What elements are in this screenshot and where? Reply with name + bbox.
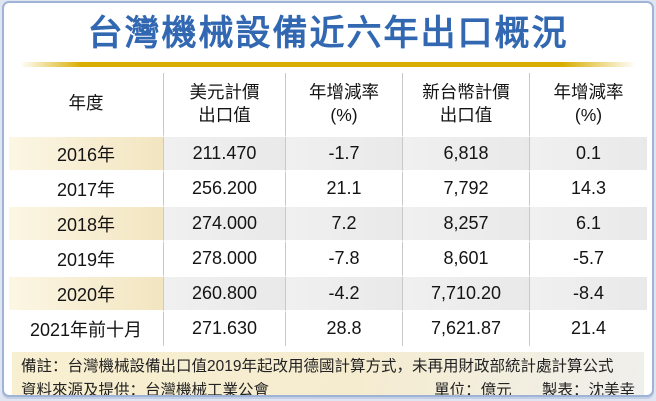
table-row-2017: 2017年 256.200 21.1 7,792 14.3 bbox=[9, 172, 647, 208]
usd-value-cell: 278.000 bbox=[163, 242, 285, 278]
usd-yoy-cell: -7.8 bbox=[285, 242, 402, 278]
ntd-value-cell: 7,710.20 bbox=[402, 277, 529, 313]
footer-notes: 備註：台灣機械設備出口值2019年起改用德國計算方式，未再用財政部統計處計算公式… bbox=[12, 352, 644, 397]
header-ntd-value: 新台幣計價 出口值 bbox=[402, 73, 529, 138]
year-cell: 2021年前十月 bbox=[9, 312, 163, 348]
year-cell: 2020年 bbox=[9, 277, 163, 313]
ntd-yoy-cell: 0.1 bbox=[529, 137, 647, 173]
unit-label: 單位：億元 bbox=[434, 381, 512, 397]
export-table: 年度 美元計價 出口值 年增減率 (%) 新台幣計價 出口值 年增減率 (%) bbox=[9, 73, 647, 348]
usd-value-cell: 271.630 bbox=[163, 312, 285, 348]
note-line: 備註：台灣機械設備出口值2019年起改用德國計算方式，未再用財政部統計處計算公式 bbox=[21, 358, 614, 376]
usd-yoy-cell: 7.2 bbox=[285, 207, 402, 243]
ntd-yoy-cell: 14.3 bbox=[529, 172, 647, 208]
ntd-yoy-cell: -5.7 bbox=[529, 242, 647, 278]
table-row-2016: 2016年 211.470 -1.7 6,818 0.1 bbox=[9, 137, 647, 173]
table-row-2018: 2018年 274.000 7.2 8,257 6.1 bbox=[9, 207, 647, 243]
ntd-yoy-cell: 6.1 bbox=[529, 207, 647, 243]
usd-value-cell: 211.470 bbox=[163, 137, 285, 173]
source-label: 資料來源及提供：台灣機械工業公會 bbox=[21, 381, 270, 397]
year-cell: 2018年 bbox=[9, 207, 163, 243]
page-title: 台灣機械設備近六年出口概況 bbox=[87, 14, 569, 53]
usd-value-cell: 260.800 bbox=[163, 277, 285, 313]
ntd-value-cell: 7,792 bbox=[402, 172, 529, 208]
usd-yoy-cell: 28.8 bbox=[285, 312, 402, 348]
ntd-value-cell: 6,818 bbox=[402, 137, 529, 173]
usd-yoy-cell: 21.1 bbox=[285, 172, 402, 208]
source-line: 資料來源及提供：台灣機械工業公會 單位：億元 製表：沈美幸 bbox=[21, 379, 635, 397]
table-header-row: 年度 美元計價 出口值 年增減率 (%) 新台幣計價 出口值 年增減率 (%) bbox=[9, 73, 647, 138]
author-label: 製表：沈美幸 bbox=[541, 381, 635, 397]
header-usd-yoy: 年增減率 (%) bbox=[285, 73, 402, 138]
ntd-value-cell: 8,257 bbox=[402, 207, 529, 243]
table-row-2020: 2020年 260.800 -4.2 7,710.20 -8.4 bbox=[9, 277, 647, 313]
usd-value-cell: 256.200 bbox=[163, 172, 285, 208]
year-cell: 2016年 bbox=[9, 137, 163, 173]
usd-yoy-cell: -1.7 bbox=[285, 137, 402, 173]
title-divider-line bbox=[20, 62, 636, 68]
usd-value-cell: 274.000 bbox=[163, 207, 285, 243]
ntd-value-cell: 7,621.87 bbox=[402, 312, 529, 348]
usd-yoy-cell: -4.2 bbox=[285, 277, 402, 313]
table-row-2019: 2019年 278.000 -7.8 8,601 -5.7 bbox=[9, 242, 647, 278]
ntd-yoy-cell: -8.4 bbox=[529, 277, 647, 313]
ntd-value-cell: 8,601 bbox=[402, 242, 529, 278]
table-row-2021: 2021年前十月 271.630 28.8 7,621.87 21.4 bbox=[9, 312, 647, 348]
header-year: 年度 bbox=[9, 73, 163, 138]
unit-author-group: 單位：億元 製表：沈美幸 bbox=[408, 379, 635, 397]
header-usd-value: 美元計價 出口值 bbox=[163, 73, 285, 138]
ntd-yoy-cell: 21.4 bbox=[529, 312, 647, 348]
header-ntd-yoy: 年增減率 (%) bbox=[529, 73, 647, 138]
year-cell: 2019年 bbox=[9, 242, 163, 278]
year-cell: 2017年 bbox=[9, 172, 163, 208]
